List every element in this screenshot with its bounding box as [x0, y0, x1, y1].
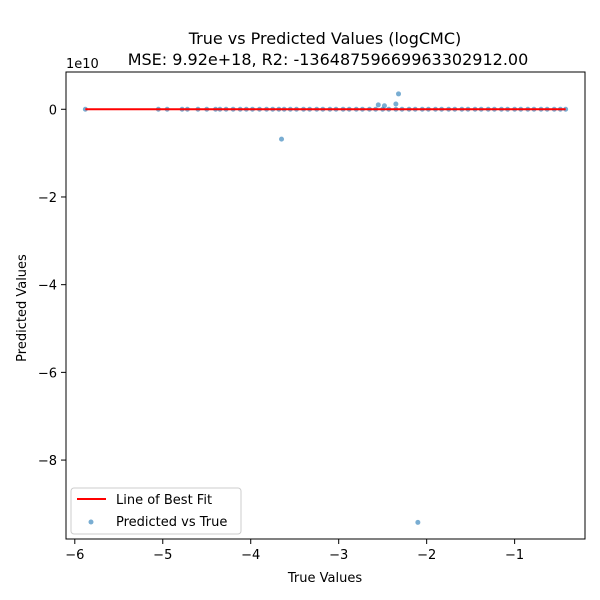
y-axis-ticks: 0 −2 −4 −6 −8 [38, 103, 66, 469]
scatter-point [393, 101, 399, 107]
y-tick-label: −6 [38, 366, 57, 381]
legend-scatter-label: Predicted vs True [116, 515, 227, 530]
chart-subtitle: MSE: 9.92e+18, R2: -13648759669963302912… [128, 50, 529, 69]
x-tick-label: −2 [417, 548, 436, 563]
scatter-point [415, 519, 421, 525]
chart-title: True vs Predicted Values (logCMC) [188, 29, 462, 48]
scatter-point [279, 136, 285, 142]
y-tick-label: −8 [38, 454, 57, 469]
legend: Line of Best Fit Predicted vs True [70, 487, 242, 535]
x-tick-label: −6 [65, 548, 84, 563]
x-tick-label: −5 [153, 548, 172, 563]
scatter-point [396, 91, 402, 97]
legend-scatter-swatch [88, 519, 94, 525]
x-tick-label: −1 [505, 548, 524, 563]
y-tick-label: −4 [38, 279, 57, 294]
x-tick-label: −4 [241, 548, 260, 563]
y-tick-label: −2 [38, 191, 57, 206]
legend-box [70, 487, 242, 535]
legend-line-label: Line of Best Fit [116, 493, 212, 508]
scatter-point [381, 103, 387, 109]
x-tick-label: −3 [329, 548, 348, 563]
x-axis-ticks: −6 −5 −4 −3 −2 −1 [65, 539, 524, 563]
scatter-point [375, 102, 381, 108]
y-axis-label: Predicted Values [15, 254, 30, 362]
y-offset-label: 1e10 [66, 57, 99, 72]
x-axis-label: True Values [287, 571, 362, 586]
y-tick-label: 0 [49, 103, 57, 118]
plot-area [65, 71, 586, 540]
scatter-points [82, 91, 569, 525]
